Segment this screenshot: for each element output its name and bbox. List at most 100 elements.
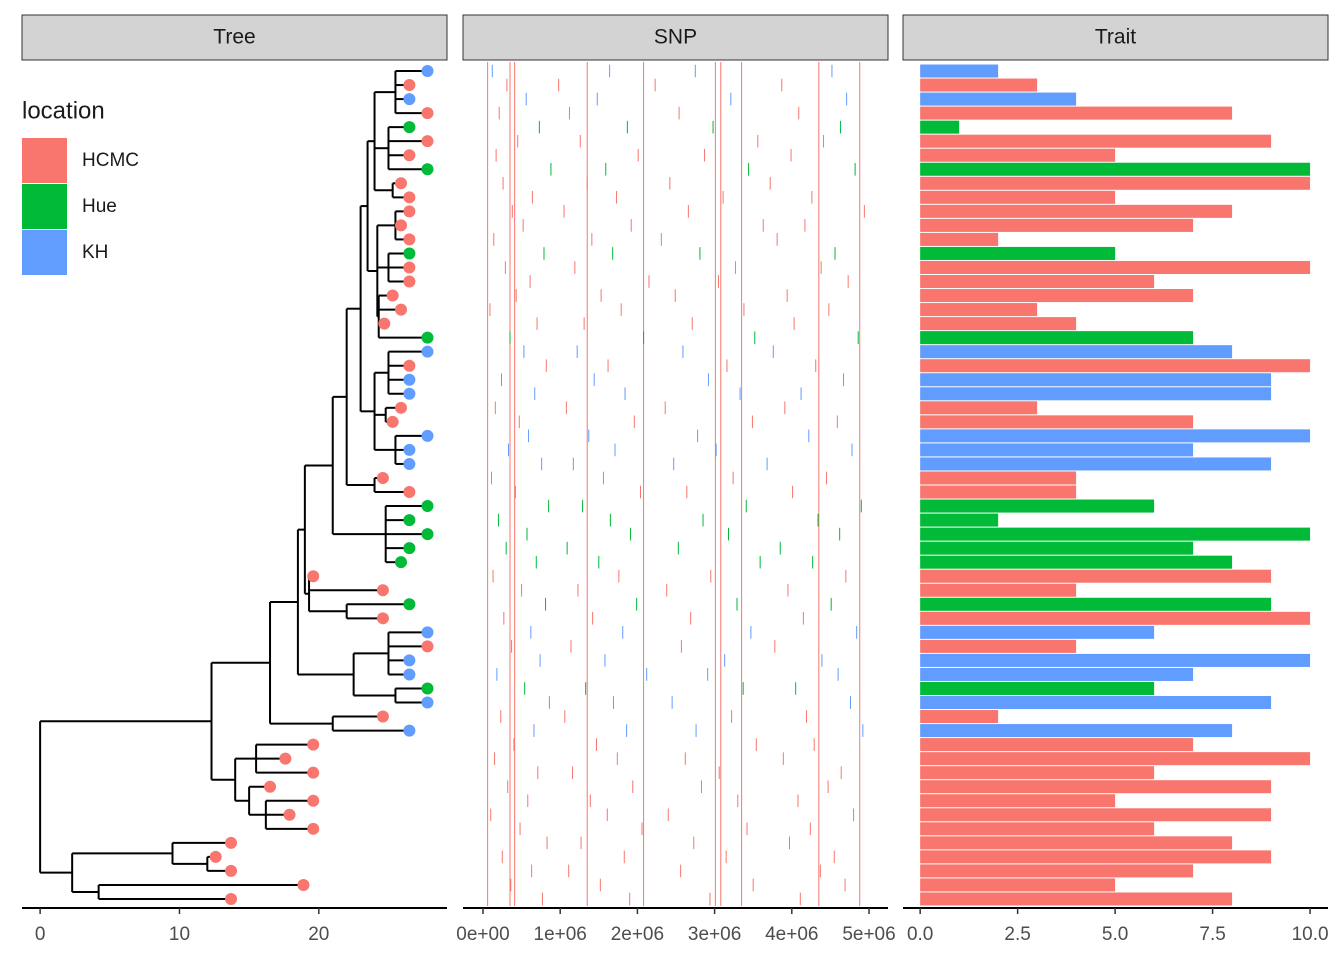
bar	[920, 443, 1194, 457]
x-tick-label: 0.0	[907, 924, 933, 945]
bar	[920, 625, 1155, 639]
tip-point	[403, 205, 416, 218]
bar	[920, 275, 1155, 289]
x-tick-label: 2.5	[1004, 924, 1030, 945]
tip-point	[307, 738, 320, 751]
tip-point	[264, 780, 277, 793]
x-tick-label: 5e+06	[842, 924, 895, 945]
bar	[920, 457, 1272, 471]
bar	[920, 794, 1116, 808]
tip-point	[376, 584, 389, 597]
tip-point	[421, 429, 434, 442]
bar	[920, 499, 1155, 513]
tip-point	[403, 359, 416, 372]
tip-point	[378, 317, 391, 330]
x-tick-label: 10.0	[1292, 924, 1329, 945]
bar	[920, 611, 1311, 625]
bar	[920, 864, 1194, 878]
strip-title: Tree	[213, 26, 255, 49]
legend: location HCMC Hue KH	[22, 97, 139, 275]
tip-point	[376, 710, 389, 723]
bar	[920, 808, 1272, 822]
facet-strip	[21, 14, 448, 61]
bar	[920, 134, 1272, 148]
facet-strip	[462, 14, 889, 61]
tip-point	[421, 331, 434, 344]
legend-label: KH	[82, 242, 108, 263]
x-tick-label: 20	[308, 924, 329, 945]
bar	[920, 232, 999, 246]
x-tick-label: 1e+06	[534, 924, 587, 945]
bar	[920, 639, 1077, 653]
bar	[920, 401, 1038, 415]
bar	[920, 120, 960, 134]
tip-point	[421, 640, 434, 653]
bar	[920, 850, 1272, 864]
tip-point	[376, 612, 389, 625]
bar	[920, 653, 1311, 667]
x-tick-label: 0e+00	[456, 924, 509, 945]
legend-label: Hue	[82, 196, 117, 217]
bar	[920, 513, 999, 527]
tip-point	[307, 794, 320, 807]
bar	[920, 331, 1194, 345]
tip-point	[403, 93, 416, 106]
tip-point	[421, 135, 434, 148]
legend-title: location	[22, 97, 105, 124]
bar	[920, 752, 1311, 766]
tip-point	[403, 457, 416, 470]
x-tick-label: 0	[35, 924, 46, 945]
tip-point	[297, 878, 310, 891]
bar	[920, 878, 1116, 892]
tip-point	[403, 233, 416, 246]
tip-point	[421, 65, 434, 78]
tip-point	[395, 556, 408, 569]
tip-point	[395, 303, 408, 316]
bar	[920, 541, 1194, 555]
bar	[920, 766, 1155, 780]
tip-point	[307, 570, 320, 583]
strip-title: Trait	[1095, 26, 1136, 49]
tip-point	[376, 471, 389, 484]
legend-key	[22, 230, 67, 275]
tip-point	[395, 177, 408, 190]
tip-point	[225, 864, 238, 877]
bar	[920, 780, 1272, 794]
legend-key	[22, 138, 67, 183]
tip-point	[283, 808, 296, 821]
tip-point	[307, 822, 320, 835]
tip-point	[421, 696, 434, 709]
tip-point	[403, 261, 416, 274]
legend-label: HCMC	[82, 150, 139, 171]
tip-point	[421, 626, 434, 639]
bar	[920, 597, 1272, 611]
legend-key	[22, 184, 67, 229]
bar	[920, 260, 1311, 274]
bar	[920, 246, 1116, 260]
bar	[920, 527, 1311, 541]
tip-point	[403, 443, 416, 456]
bar	[920, 696, 1272, 710]
bar	[920, 289, 1194, 303]
tip-point	[386, 415, 399, 428]
bar	[920, 92, 1077, 106]
tip-point	[395, 401, 408, 414]
tip-point	[279, 752, 292, 765]
tip-point	[421, 682, 434, 695]
strip-title: SNP	[654, 26, 697, 49]
tip-point	[403, 247, 416, 260]
x-tick-label: 10	[169, 924, 190, 945]
tip-point	[403, 121, 416, 134]
tip-point	[386, 289, 399, 302]
tip-point	[403, 598, 416, 611]
x-tick-label: 7.5	[1199, 924, 1225, 945]
tip-point	[403, 724, 416, 737]
facet-strip	[902, 14, 1329, 61]
bar	[920, 415, 1194, 429]
bar	[920, 204, 1233, 218]
bar	[920, 106, 1233, 120]
bar	[920, 345, 1233, 359]
bar	[920, 303, 1038, 317]
bar	[920, 64, 999, 78]
